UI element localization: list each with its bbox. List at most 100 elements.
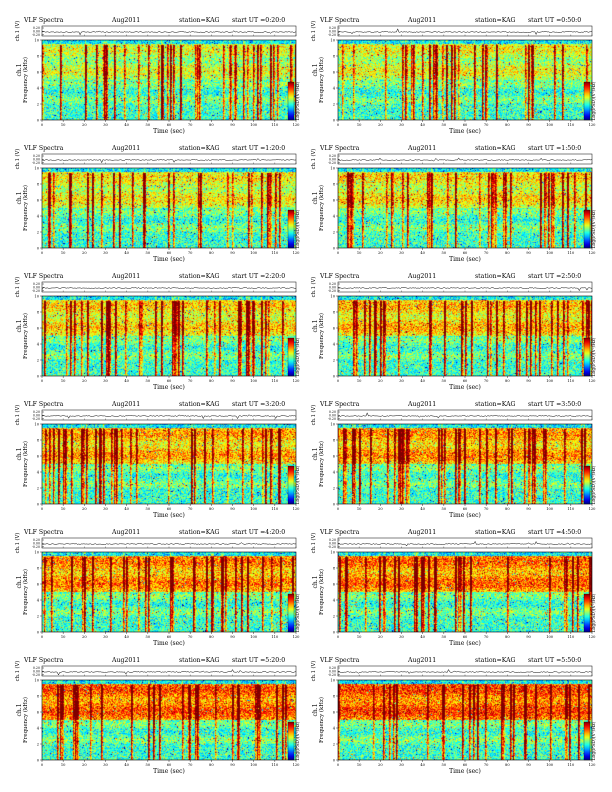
waveform-tick-label: 0.00: [329, 413, 336, 417]
waveform-tick-label: 0.20: [33, 282, 40, 286]
waveform-trace: [337, 28, 593, 36]
freq-tick-label: 2: [333, 742, 335, 746]
freq-tick-label: 8: [333, 566, 336, 570]
time-axis-label: Time (sec): [449, 640, 481, 647]
time-tick-label: 40: [124, 379, 129, 383]
colorbar-label: Log(PSD)(V²/Hz): [294, 81, 301, 120]
time-tick-label: 30: [399, 251, 404, 255]
waveform-tick-label: 0.20: [33, 410, 40, 414]
panel-date: Aug2011: [112, 657, 141, 664]
spectra-panel: VLF Spectra Aug2011 station=KAG start UT =0…: [12, 16, 302, 143]
time-tick-label: 90: [230, 123, 235, 127]
colorbar: [287, 593, 295, 633]
time-tick-label: 40: [124, 763, 129, 767]
freq-tick-label: 10: [34, 294, 39, 298]
waveform-ylabel: ch.1 (V): [310, 149, 317, 170]
freq-tick-label: 4: [37, 726, 40, 730]
freq-tick-label: 8: [333, 438, 336, 442]
time-tick-label: 20: [82, 379, 87, 383]
waveform-tick-label: -0.20: [32, 545, 40, 549]
panel-date: Aug2011: [112, 273, 141, 280]
waveform-trace: [41, 30, 297, 36]
time-tick-label: 50: [146, 763, 151, 767]
time-tick-label: 30: [103, 507, 108, 511]
waveform-ylabel: ch.1 (V): [14, 533, 21, 554]
time-tick-label: 90: [526, 251, 531, 255]
freq-axis-label: Frequency (kHz): [22, 185, 29, 231]
spectra-panel: VLF Spectra Aug2011 station=KAG start UT =4…: [308, 528, 598, 655]
time-tick-label: 0: [41, 763, 44, 767]
time-tick-label: 110: [567, 507, 575, 511]
freq-tick-label: 0: [37, 758, 40, 762]
panel-start-ut: start UT =0:50:0: [528, 17, 582, 24]
freq-tick-label: 6: [37, 326, 40, 330]
time-tick-label: 90: [526, 635, 531, 639]
time-tick-label: 70: [484, 379, 489, 383]
panel-header: VLF Spectra Aug2011 station=KAG start UT =1…: [320, 144, 592, 153]
waveform-ylabel: ch.1 (V): [14, 21, 21, 42]
time-tick-label: 100: [546, 251, 554, 255]
time-tick-label: 80: [209, 763, 214, 767]
spectra-plot: 0.200.00-0.20 ch.1 (V) 0 2 4 6 8 10 ch.1 Frequenc…: [310, 533, 597, 647]
waveform-tick-label: -0.20: [32, 33, 40, 37]
channel-tag: ch.1: [312, 320, 319, 333]
time-tick-label: 30: [103, 635, 108, 639]
time-tick-label: 30: [103, 379, 108, 383]
time-tick-label: 90: [526, 123, 531, 127]
waveform-tick-label: -0.20: [32, 289, 40, 293]
time-tick-label: 40: [420, 123, 425, 127]
time-tick-label: 20: [378, 379, 383, 383]
time-axis-label: Time (sec): [153, 768, 185, 775]
time-tick-label: 40: [420, 251, 425, 255]
panel-station: station=KAG: [179, 145, 220, 152]
freq-tick-label: 8: [37, 182, 40, 186]
freq-tick-label: 6: [333, 326, 336, 330]
freq-tick-label: 4: [37, 214, 40, 218]
time-tick-label: 110: [567, 763, 575, 767]
time-tick-label: 100: [546, 507, 554, 511]
time-tick-label: 20: [378, 507, 383, 511]
time-tick-label: 60: [463, 763, 468, 767]
spectra-panel: VLF Spectra Aug2011 station=KAG start UT =0…: [308, 16, 598, 143]
spectra-plot: 0.200.00-0.20 ch.1 (V) 0 2 4 6 8 10 ch.1 Frequenc…: [310, 661, 597, 775]
spectra-plot: 0.200.00-0.20 ch.1 (V) 0 2 4 6 8 10 ch.1 Frequenc…: [14, 277, 301, 391]
waveform-tick-label: -0.20: [328, 673, 336, 677]
panel-start-ut: start UT =5:50:0: [528, 657, 582, 664]
time-axis-label: Time (sec): [153, 256, 185, 263]
time-tick-label: 80: [209, 635, 214, 639]
time-tick-label: 50: [442, 379, 447, 383]
freq-tick-label: 2: [333, 358, 335, 362]
colorbar: [287, 209, 295, 249]
time-tick-label: 100: [546, 763, 554, 767]
time-tick-label: 100: [546, 635, 554, 639]
panel-header: VLF Spectra Aug2011 station=KAG start UT =5…: [24, 656, 296, 665]
spectrogram-heatmap: [42, 168, 296, 248]
freq-tick-label: 0: [333, 118, 336, 122]
waveform-tick-label: 0.00: [33, 157, 40, 161]
channel-tag: ch.1: [16, 64, 23, 77]
time-tick-label: 0: [337, 379, 340, 383]
freq-tick-label: 0: [333, 630, 336, 634]
waveform-ylabel: ch.1 (V): [14, 277, 21, 298]
waveform-ylabel: ch.1 (V): [14, 661, 21, 682]
waveform-tick-label: 0.00: [329, 669, 336, 673]
time-tick-label: 20: [82, 635, 87, 639]
freq-tick-label: 10: [330, 678, 335, 682]
panel-program-title: VLF Spectra: [320, 657, 360, 664]
time-tick-label: 30: [103, 251, 108, 255]
freq-tick-label: 4: [37, 598, 40, 602]
time-tick-label: 10: [61, 635, 66, 639]
time-tick-label: 50: [442, 635, 447, 639]
waveform-tick-label: 0.00: [33, 413, 40, 417]
freq-tick-label: 2: [37, 102, 39, 106]
panel-station: station=KAG: [179, 529, 220, 536]
colorbar-label: Log(PSD)(V²/Hz): [590, 209, 597, 248]
time-tick-label: 0: [41, 123, 44, 127]
colorbar: [583, 721, 591, 761]
time-tick-label: 120: [293, 379, 301, 383]
waveform-tick-label: 0.20: [33, 666, 40, 670]
time-tick-label: 40: [124, 123, 129, 127]
freq-tick-label: 10: [330, 38, 335, 42]
time-tick-label: 40: [124, 251, 129, 255]
